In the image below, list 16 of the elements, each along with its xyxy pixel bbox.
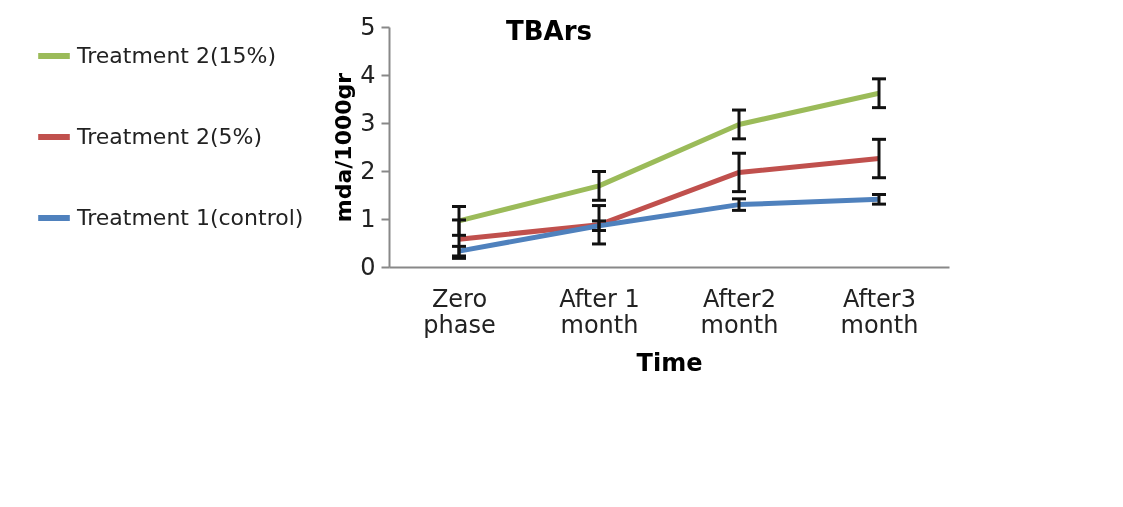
y-tick-label: 4 <box>360 60 376 89</box>
y-tick-label: 1 <box>360 204 376 233</box>
y-tick-label: 0 <box>360 252 376 281</box>
legend-label: Treatment 1(control) <box>76 205 304 230</box>
y-tick-label: 3 <box>360 108 376 137</box>
x-tick-label: After2 month <box>700 284 779 339</box>
x-tick-label: Zero phase <box>423 284 496 339</box>
y-tick-label: 2 <box>360 156 376 185</box>
legend-label: Treatment 2(5%) <box>76 124 263 149</box>
legend-label: Treatment 2(15%) <box>76 43 276 68</box>
x-tick-label: After 1 month <box>559 284 640 339</box>
y-tick-label: 5 <box>360 12 376 41</box>
x-axis-title: Time <box>636 348 703 377</box>
y-axis-title: mda/1000gr <box>331 72 357 223</box>
chart-title: TBArs <box>506 16 592 46</box>
x-tick-label: After3 month <box>840 284 919 339</box>
